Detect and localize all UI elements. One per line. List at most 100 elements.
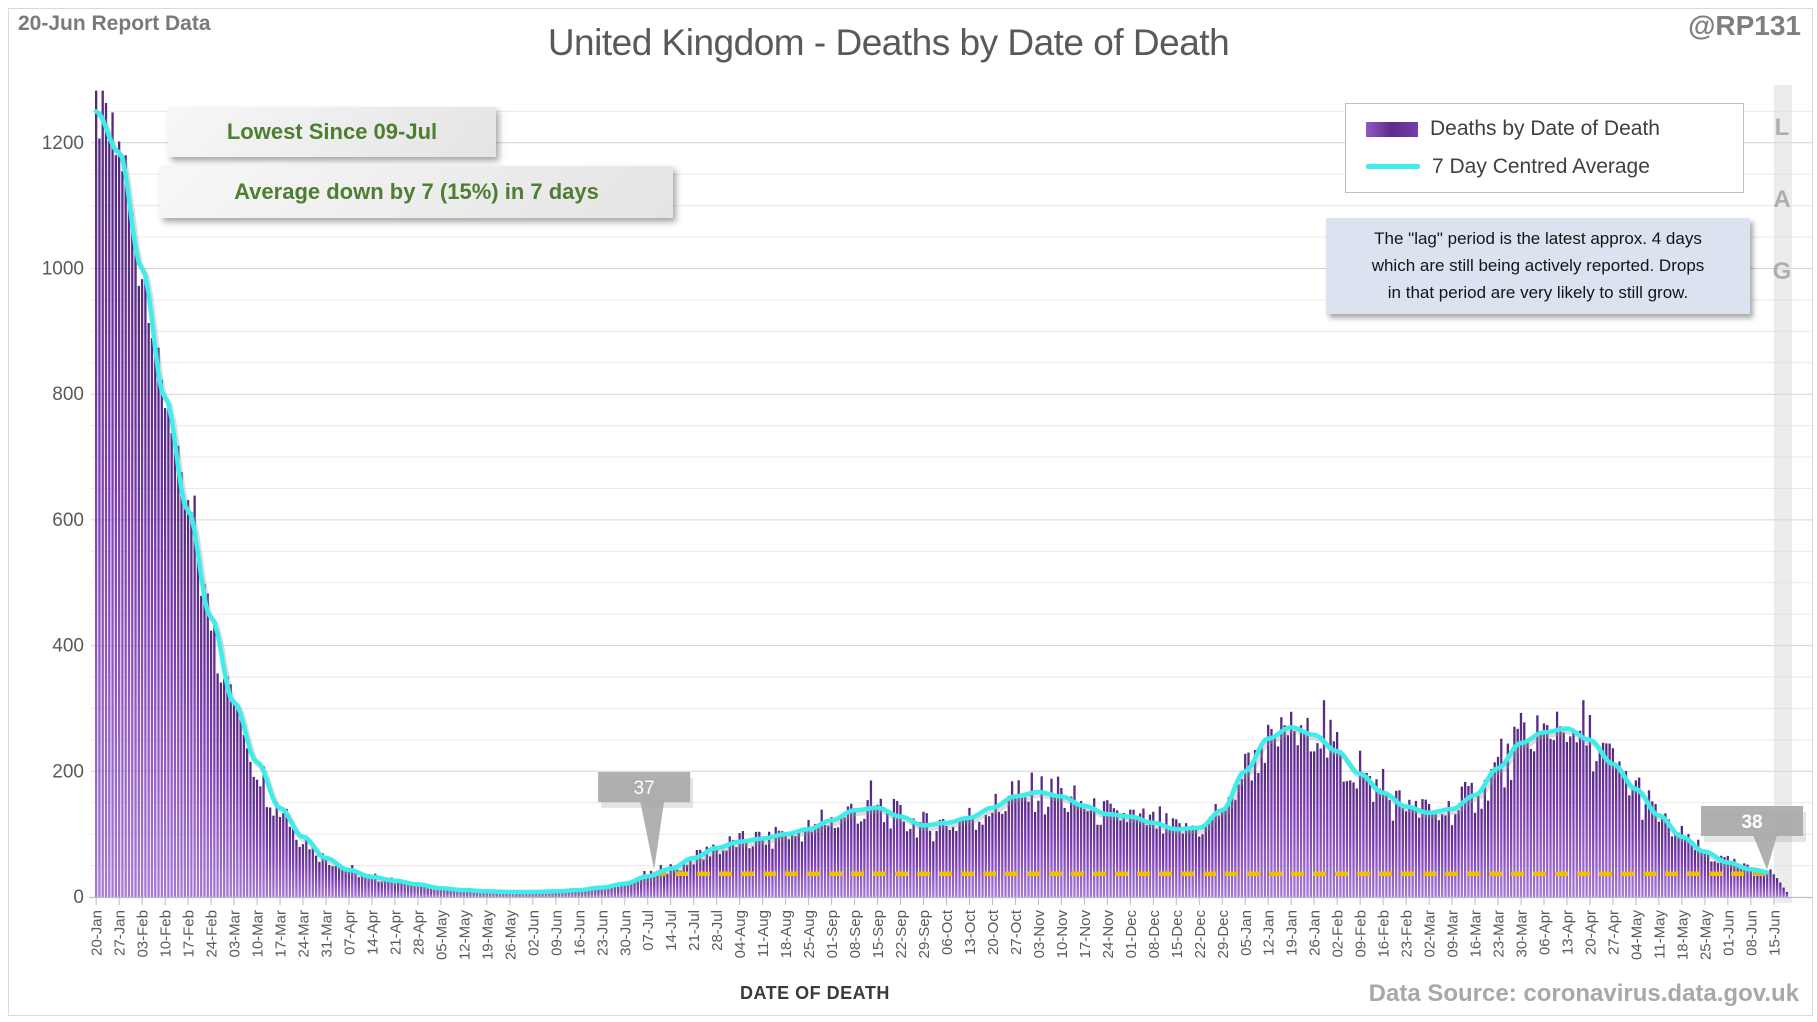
svg-text:22-Dec: 22-Dec [1192,910,1209,959]
lag-band-label: L A G [1772,114,1792,285]
svg-text:26-May: 26-May [502,910,519,961]
svg-text:08-Sep: 08-Sep [847,910,864,958]
lowest-since-callout: Lowest Since 09-Jul [168,107,496,157]
svg-text:19-Jan: 19-Jan [1284,910,1301,956]
svg-text:16-Jun: 16-Jun [571,910,588,956]
svg-text:06-Oct: 06-Oct [939,909,956,955]
svg-text:20-Oct: 20-Oct [985,909,1002,955]
svg-text:31-Mar: 31-Mar [319,910,336,958]
svg-text:24-Mar: 24-Mar [296,910,313,958]
svg-text:26-Jan: 26-Jan [1307,910,1324,956]
svg-text:12-Jan: 12-Jan [1261,910,1278,956]
svg-text:27-Apr: 27-Apr [1605,910,1622,955]
value-callouts: 37 38 [598,772,1807,870]
svg-text:01-Jun: 01-Jun [1720,910,1737,956]
svg-text:08-Dec: 08-Dec [1146,910,1163,959]
svg-text:23-Feb: 23-Feb [1399,910,1416,958]
svg-text:25-Aug: 25-Aug [801,910,818,958]
svg-text:18-May: 18-May [1674,910,1691,961]
svg-text:05-May: 05-May [433,910,450,961]
svg-text:02-Mar: 02-Mar [1422,910,1439,958]
line-swatch-icon [1366,164,1420,170]
svg-text:38: 38 [1741,812,1762,833]
lag-band [1773,85,1793,903]
svg-text:800: 800 [52,384,84,405]
svg-text:22-Sep: 22-Sep [893,910,910,958]
author-handle: @RP131 [1688,10,1801,41]
svg-text:200: 200 [52,761,84,782]
svg-text:400: 400 [52,636,84,657]
svg-text:21-Jul: 21-Jul [686,910,703,951]
legend-item-average: 7 Day Centred Average [1346,155,1743,179]
svg-text:02-Feb: 02-Feb [1330,910,1347,958]
svg-text:04-May: 04-May [1628,910,1645,961]
svg-text:11-Aug: 11-Aug [755,910,772,957]
svg-text:03-Feb: 03-Feb [135,910,152,958]
svg-text:10-Feb: 10-Feb [158,910,175,958]
x-axis-title: DATE OF DEATH [740,983,890,1003]
svg-text:24-Nov: 24-Nov [1100,910,1117,959]
svg-text:08-Jun: 08-Jun [1743,910,1760,956]
bars-series [95,90,1789,898]
svg-text:17-Nov: 17-Nov [1077,910,1094,959]
svg-text:25-May: 25-May [1697,910,1714,961]
svg-text:24-Feb: 24-Feb [204,910,221,958]
average-trend-callout: Average down by 7 (15%) in 7 days [160,166,673,218]
svg-text:0: 0 [73,887,84,908]
svg-text:23-Jun: 23-Jun [594,910,611,956]
average-line [93,109,1770,898]
svg-text:37: 37 [634,778,655,799]
bar-swatch-icon [1366,121,1418,137]
svg-text:600: 600 [52,510,84,531]
svg-text:27-Jan: 27-Jan [112,910,129,956]
svg-text:17-Feb: 17-Feb [181,910,198,958]
svg-text:21-Apr: 21-Apr [387,910,404,955]
page-title: United Kingdom - Deaths by Date of Death [547,22,1230,63]
svg-text:16-Mar: 16-Mar [1468,910,1485,958]
svg-text:30-Jun: 30-Jun [617,910,634,956]
legend-label: 7 Day Centred Average [1432,154,1650,178]
svg-text:15-Sep: 15-Sep [870,910,887,958]
svg-text:27-Oct: 27-Oct [1008,909,1025,955]
svg-text:09-Mar: 09-Mar [1445,910,1462,958]
svg-text:20-Jan: 20-Jan [89,910,106,956]
svg-text:17-Mar: 17-Mar [273,910,290,958]
svg-text:23-Mar: 23-Mar [1491,910,1508,958]
svg-text:04-Aug: 04-Aug [732,910,749,958]
svg-text:09-Jun: 09-Jun [548,910,565,956]
svg-text:1000: 1000 [42,259,84,280]
svg-text:1200: 1200 [42,133,84,154]
data-source-label: Data Source: coronavirus.data.gov.uk [1368,980,1799,1007]
svg-text:07-Jul: 07-Jul [640,910,657,951]
svg-text:02-Jun: 02-Jun [525,910,542,956]
svg-text:07-Apr: 07-Apr [341,910,358,955]
legend-label: Deaths by Date of Death [1430,117,1660,141]
legend-item-bars: Deaths by Date of Death [1346,117,1743,141]
svg-text:06-Apr: 06-Apr [1537,910,1554,955]
svg-text:12-May: 12-May [456,910,473,961]
svg-text:09-Feb: 09-Feb [1353,910,1370,958]
lag-explanation-note: The "lag" period is the latest approx. 4… [1326,218,1750,314]
svg-text:28-Jul: 28-Jul [709,910,726,951]
svg-text:29-Dec: 29-Dec [1215,910,1232,959]
svg-text:16-Feb: 16-Feb [1376,910,1393,958]
svg-text:15-Jun: 15-Jun [1766,910,1783,956]
svg-text:15-Dec: 15-Dec [1169,910,1186,959]
svg-text:13-Oct: 13-Oct [962,909,979,955]
svg-text:11-May: 11-May [1651,910,1668,959]
svg-text:03-Mar: 03-Mar [227,910,244,958]
svg-text:20-Apr: 20-Apr [1582,910,1599,955]
svg-text:19-May: 19-May [479,910,496,961]
svg-text:13-Apr: 13-Apr [1559,910,1576,955]
svg-text:10-Mar: 10-Mar [250,910,267,958]
svg-text:03-Nov: 03-Nov [1031,910,1048,959]
svg-text:28-Apr: 28-Apr [410,910,427,955]
svg-text:01-Dec: 01-Dec [1123,910,1140,959]
svg-text:14-Jul: 14-Jul [663,910,680,951]
axes-and-ticks: 20-Jan 27-Jan 03-Feb 10-Feb 17-Feb 24-Feb 03-M… [42,133,1812,960]
legend: Deaths by Date of Death 7 Day Centred Av… [1345,103,1744,193]
svg-text:30-Mar: 30-Mar [1514,910,1531,958]
svg-text:05-Jan: 05-Jan [1238,910,1255,956]
